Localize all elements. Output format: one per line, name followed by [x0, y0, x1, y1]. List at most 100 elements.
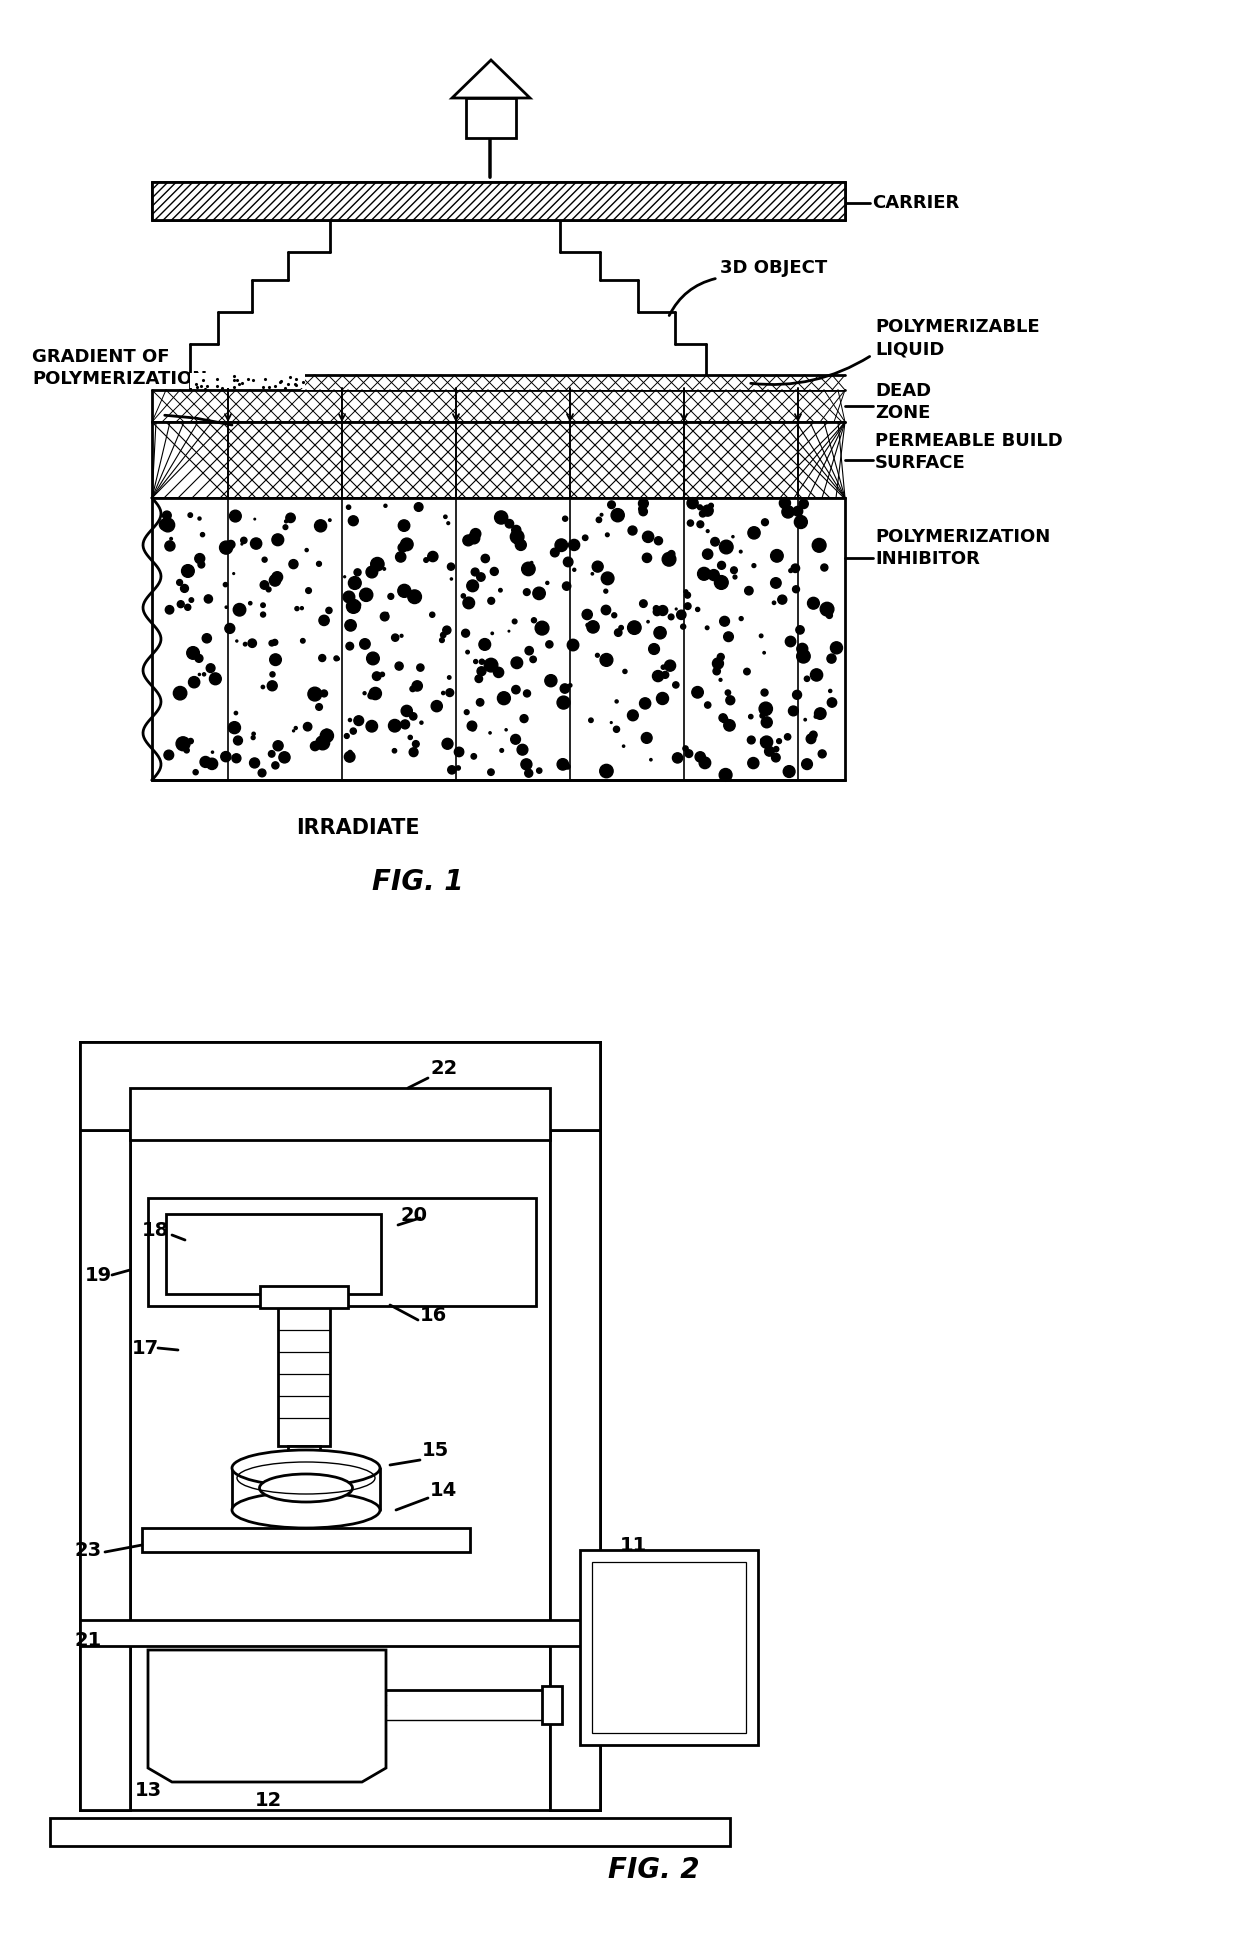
Circle shape [531, 562, 533, 564]
Bar [130, 1089, 551, 1139]
Circle shape [368, 693, 374, 698]
Circle shape [396, 661, 403, 669]
Circle shape [556, 538, 568, 552]
Circle shape [784, 765, 795, 776]
Circle shape [396, 552, 405, 562]
Circle shape [591, 574, 594, 576]
Circle shape [713, 657, 723, 669]
Circle shape [782, 505, 794, 519]
Circle shape [320, 730, 334, 741]
Circle shape [444, 515, 448, 519]
Circle shape [366, 566, 378, 577]
Circle shape [724, 720, 735, 732]
Circle shape [744, 669, 750, 675]
Circle shape [346, 642, 353, 650]
Circle shape [533, 587, 546, 599]
Circle shape [498, 513, 503, 519]
Circle shape [759, 634, 763, 638]
Circle shape [205, 595, 212, 603]
Circle shape [792, 507, 802, 517]
Circle shape [647, 620, 650, 622]
Circle shape [461, 630, 470, 638]
Circle shape [262, 685, 264, 689]
Circle shape [466, 579, 479, 591]
Circle shape [622, 745, 625, 747]
Text: DEAD
ZONE: DEAD ZONE [875, 382, 931, 421]
Text: 17: 17 [131, 1338, 159, 1358]
Circle shape [195, 554, 205, 564]
Circle shape [802, 759, 812, 769]
Circle shape [692, 687, 703, 698]
Circle shape [160, 519, 171, 531]
Circle shape [512, 525, 521, 535]
Circle shape [828, 689, 832, 693]
Circle shape [348, 577, 361, 589]
Circle shape [211, 751, 213, 753]
Circle shape [703, 548, 713, 560]
Circle shape [300, 638, 305, 644]
Circle shape [428, 552, 438, 562]
Circle shape [497, 693, 511, 704]
Bar [260, 1286, 348, 1307]
Circle shape [748, 757, 759, 769]
Circle shape [463, 535, 474, 546]
Circle shape [463, 597, 475, 609]
Circle shape [229, 511, 242, 523]
Circle shape [337, 657, 340, 659]
Circle shape [827, 698, 837, 706]
Circle shape [448, 675, 451, 679]
Circle shape [195, 654, 203, 661]
Circle shape [232, 753, 241, 763]
Circle shape [611, 613, 616, 618]
Circle shape [345, 751, 355, 763]
Circle shape [392, 634, 399, 642]
Circle shape [350, 728, 356, 734]
Circle shape [523, 589, 531, 595]
Circle shape [184, 747, 190, 753]
Circle shape [557, 697, 570, 708]
Bar [153, 390, 844, 421]
Circle shape [432, 700, 443, 712]
Circle shape [614, 726, 620, 732]
Circle shape [656, 693, 668, 704]
Circle shape [704, 702, 711, 708]
Circle shape [187, 646, 200, 659]
Circle shape [466, 650, 469, 654]
Circle shape [668, 550, 675, 558]
Circle shape [698, 505, 702, 509]
Text: CARRIER: CARRIER [872, 193, 960, 213]
Circle shape [596, 517, 601, 523]
Circle shape [719, 679, 722, 681]
Circle shape [409, 747, 418, 757]
Circle shape [649, 644, 660, 654]
Circle shape [512, 685, 520, 695]
Circle shape [348, 515, 358, 525]
Circle shape [490, 568, 498, 576]
Circle shape [440, 632, 446, 638]
Circle shape [537, 769, 542, 773]
Circle shape [430, 613, 435, 617]
Circle shape [193, 769, 198, 775]
Circle shape [269, 640, 274, 646]
Circle shape [206, 759, 218, 769]
Text: PERMEABLE BUILD
SURFACE: PERMEABLE BUILD SURFACE [875, 431, 1063, 472]
Circle shape [717, 654, 724, 659]
Circle shape [325, 730, 329, 732]
Bar [278, 1297, 330, 1446]
Text: POLYMERIZATION
INHIBITOR: POLYMERIZATION INHIBITOR [875, 529, 1050, 568]
Circle shape [709, 503, 713, 507]
Circle shape [604, 589, 608, 593]
Circle shape [661, 665, 666, 669]
Circle shape [206, 663, 215, 673]
Circle shape [677, 611, 686, 620]
Circle shape [471, 753, 476, 759]
Bar [153, 498, 844, 780]
Bar [148, 1198, 536, 1305]
Circle shape [733, 576, 737, 579]
Circle shape [724, 632, 733, 642]
Circle shape [343, 591, 355, 603]
Circle shape [475, 675, 482, 683]
Circle shape [622, 669, 627, 673]
Circle shape [470, 529, 481, 538]
Circle shape [795, 515, 807, 529]
